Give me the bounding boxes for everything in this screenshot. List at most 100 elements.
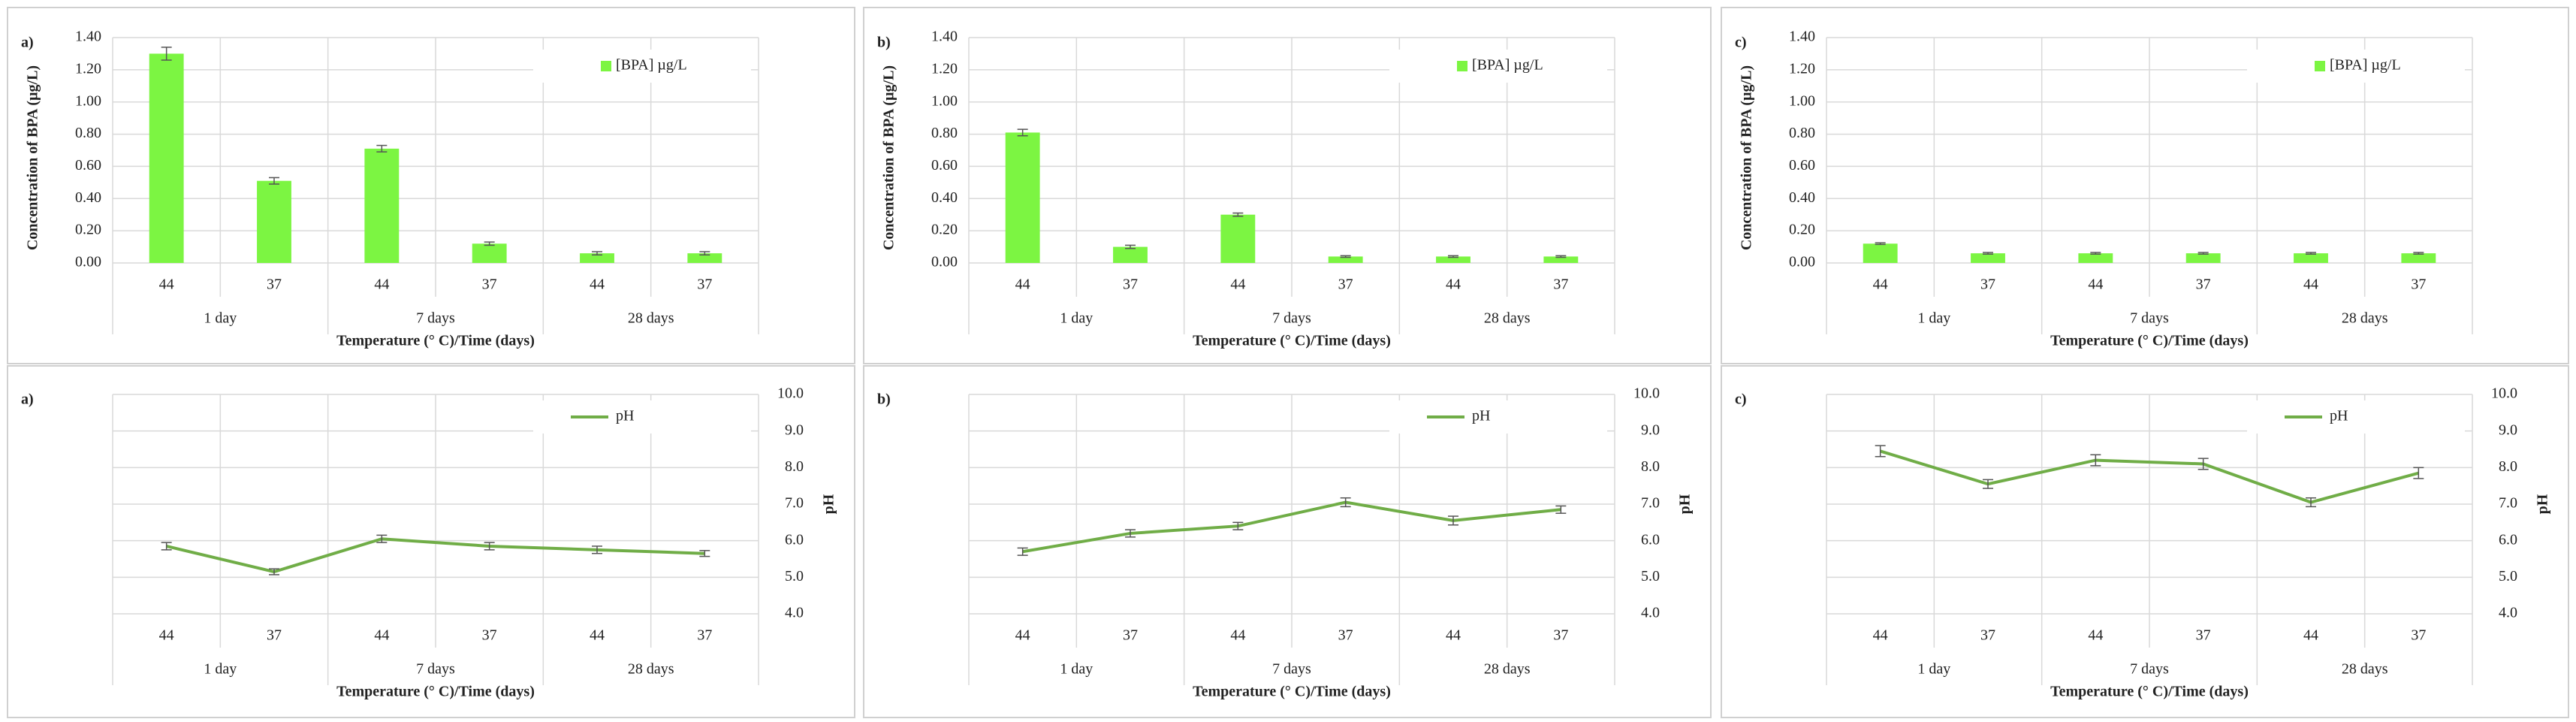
x-tick-label: 37 (2196, 627, 2211, 644)
y-tick-label: 1.00 (1789, 92, 1815, 109)
x-tick-label: 44 (590, 627, 605, 644)
bar (1863, 243, 1898, 263)
x-group-label: 1 day (1060, 310, 1093, 327)
chart-panel: c) 4.0 5.0 6.0 7.0 8.0 9.0 10.0 pH 44 37 44 37 44 37 1 … (1721, 365, 2569, 718)
bar (1436, 256, 1470, 263)
x-tick-label: 37 (267, 276, 282, 293)
error-bar (1125, 529, 1136, 538)
error-bar (269, 568, 279, 575)
x-tick-label: 44 (1230, 276, 1245, 293)
x-group-label: 7 days (416, 661, 455, 678)
bar (687, 253, 722, 263)
y-tick-label: 4.0 (2499, 605, 2517, 621)
error-bar (2090, 252, 2101, 255)
y-tick-label: 1.00 (931, 92, 958, 109)
x-axis-label: Temperature (° C)/Time (days) (336, 333, 535, 349)
error-bar (1555, 505, 1567, 514)
bar (257, 180, 291, 263)
x-group-label: 28 days (1484, 310, 1531, 327)
x-group-label: 7 days (2130, 661, 2169, 678)
x-axis-label: Temperature (° C)/Time (days) (2050, 684, 2249, 700)
y-axis-label: pH (2535, 494, 2551, 514)
error-bar (1017, 128, 1028, 137)
error-bar (699, 251, 710, 256)
y-tick-label: 0.60 (931, 157, 958, 174)
bar (2294, 253, 2328, 263)
panel-label: c) (1735, 391, 1747, 408)
x-group-label: 1 day (1917, 661, 1950, 678)
y-tick-label: 5.0 (785, 568, 804, 585)
y-tick-label: 0.20 (931, 222, 958, 238)
y-axis-label: Concentration of BPA (µg/L) (1739, 65, 1755, 250)
x-tick-label: 37 (482, 627, 497, 644)
x-tick-label: 44 (374, 627, 389, 644)
error-bar (1983, 479, 1993, 489)
x-group-label: 7 days (1272, 661, 1311, 678)
x-tick-label: 44 (374, 276, 389, 293)
y-tick-label: 0.40 (931, 189, 958, 206)
legend-box (2247, 50, 2465, 83)
bar (364, 148, 400, 263)
y-tick-label: 10.0 (1633, 385, 1660, 402)
error-bar (376, 144, 388, 153)
error-bar (269, 177, 279, 185)
error-bar (1555, 255, 1567, 258)
y-tick-label: 6.0 (2499, 531, 2517, 548)
line (1022, 500, 1561, 554)
y-tick-label: 0.60 (75, 157, 101, 174)
y-tick-label: 0.80 (1789, 125, 1815, 141)
x-group-label: 28 days (628, 661, 674, 678)
x-tick-label: 44 (159, 627, 174, 644)
x-group-label: 28 days (2342, 661, 2388, 678)
bar (1971, 253, 2005, 263)
y-axis-label: pH (821, 494, 837, 514)
error-bar (376, 534, 388, 543)
y-tick-label: 0.00 (931, 254, 958, 270)
error-bar (1875, 242, 1886, 246)
x-tick-label: 37 (2411, 627, 2426, 644)
x-group-label: 7 days (1272, 310, 1311, 327)
error-bar (1340, 255, 1351, 258)
panel-label: b) (877, 35, 891, 51)
y-tick-label: 0.20 (1789, 222, 1815, 238)
legend-swatch (1457, 61, 1467, 71)
y-tick-label: 0.80 (75, 125, 101, 141)
legend-box (533, 400, 751, 434)
y-tick-label: 7.0 (785, 495, 804, 512)
y-tick-label: 10.0 (777, 385, 804, 402)
panel-label: c) (1735, 35, 1747, 51)
x-group-label: 1 day (204, 661, 237, 678)
panel-label: a) (21, 35, 34, 51)
x-tick-label: 37 (482, 276, 497, 293)
y-tick-label: 9.0 (785, 421, 804, 438)
bar (1543, 256, 1579, 263)
x-tick-label: 44 (159, 276, 174, 293)
chart-panel: b) 0.00 0.20 0.40 0.60 0.80 1.00 1.20 1.40 Concen… (863, 7, 1712, 364)
x-tick-label: 44 (2303, 276, 2318, 293)
bar (149, 53, 184, 263)
y-tick-label: 4.0 (1641, 605, 1660, 621)
y-tick-label: 6.0 (1641, 531, 1660, 548)
x-axis-label: Temperature (° C)/Time (days) (1193, 684, 1391, 700)
error-bar (592, 251, 602, 256)
y-tick-label: 6.0 (785, 531, 804, 548)
bar (1328, 256, 1363, 263)
y-tick-label: 8.0 (1641, 458, 1660, 475)
error-bar (2197, 458, 2209, 470)
error-bar (1340, 497, 1351, 508)
chart-panel: a) 4.0 5.0 6.0 7.0 8.0 9.0 10.0 pH 44 37 44 37 44 37 1 … (7, 365, 855, 718)
y-tick-label: 1.40 (1789, 29, 1815, 45)
error-bar (2306, 252, 2316, 255)
bar (2078, 253, 2113, 263)
x-tick-label: 44 (1446, 276, 1461, 293)
x-tick-label: 37 (1338, 627, 1353, 644)
y-axis-label: pH (1677, 494, 1694, 514)
error-bar (161, 47, 172, 61)
error-bar (2413, 467, 2424, 479)
x-tick-label: 37 (1980, 276, 1995, 293)
x-tick-label: 37 (697, 627, 712, 644)
legend-label: pH (1472, 408, 1490, 424)
error-bar (1232, 212, 1244, 217)
legend-label: pH (2330, 408, 2348, 424)
x-tick-label: 44 (1015, 276, 1030, 293)
